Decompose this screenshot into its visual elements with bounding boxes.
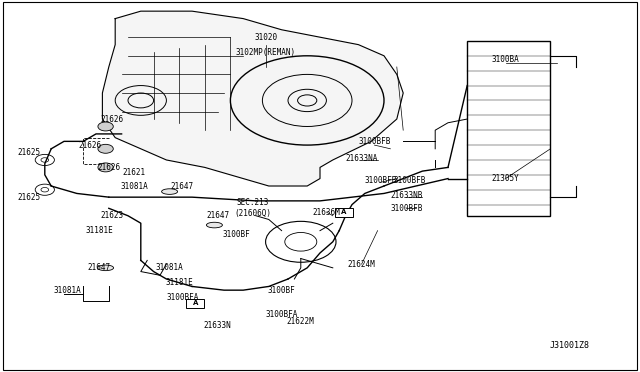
Text: 21623: 21623 — [100, 211, 124, 220]
Text: 21633NB: 21633NB — [390, 191, 422, 200]
Text: 3100BA: 3100BA — [492, 55, 520, 64]
Text: 21633N: 21633N — [204, 321, 232, 330]
Text: 21624M: 21624M — [348, 260, 376, 269]
Text: 31181E: 31181E — [165, 278, 193, 287]
Text: 21633NA: 21633NA — [346, 154, 378, 163]
Text: 3100BFA: 3100BFA — [166, 293, 198, 302]
Text: 31081A: 31081A — [156, 263, 184, 272]
Text: 3100BFB: 3100BFB — [365, 176, 397, 185]
Text: 21621: 21621 — [123, 169, 146, 177]
Text: 3100BFB: 3100BFB — [358, 137, 390, 146]
Text: 3102MP(REMAN): 3102MP(REMAN) — [236, 48, 296, 57]
Text: 21647: 21647 — [171, 182, 194, 190]
Text: 3100BFB: 3100BFB — [394, 176, 426, 185]
Polygon shape — [102, 11, 403, 186]
Text: 21636M: 21636M — [312, 208, 340, 217]
Text: 3100BF: 3100BF — [268, 286, 296, 295]
Text: 21647: 21647 — [206, 211, 229, 220]
Ellipse shape — [98, 265, 114, 271]
Text: J31001Z8: J31001Z8 — [550, 341, 589, 350]
Circle shape — [98, 163, 113, 172]
Circle shape — [98, 122, 113, 131]
Text: 3100BF: 3100BF — [223, 230, 251, 239]
Text: 21647: 21647 — [88, 263, 111, 272]
Text: 3100BFB: 3100BFB — [390, 204, 422, 213]
Text: 31081A: 31081A — [120, 182, 148, 190]
Circle shape — [98, 144, 113, 153]
Text: 21626: 21626 — [100, 115, 124, 124]
FancyBboxPatch shape — [335, 208, 353, 217]
Text: (21606Q): (21606Q) — [234, 209, 271, 218]
Text: 31081A: 31081A — [53, 286, 81, 295]
Text: 21305Y: 21305Y — [492, 174, 520, 183]
Bar — [467, 41, 550, 216]
Text: 21625: 21625 — [17, 148, 40, 157]
Ellipse shape — [162, 189, 178, 195]
Text: 21626: 21626 — [97, 163, 120, 172]
Text: 31181E: 31181E — [85, 226, 113, 235]
Ellipse shape — [206, 222, 223, 228]
Text: SEC.213: SEC.213 — [237, 198, 269, 207]
FancyBboxPatch shape — [186, 299, 204, 308]
Text: A: A — [193, 300, 198, 306]
Text: A: A — [341, 209, 346, 215]
Text: 21625: 21625 — [17, 193, 40, 202]
Text: 21626: 21626 — [78, 141, 101, 150]
Text: 3100BFA: 3100BFA — [266, 310, 298, 319]
Text: 21622M: 21622M — [287, 317, 315, 326]
Text: 31020: 31020 — [254, 33, 277, 42]
